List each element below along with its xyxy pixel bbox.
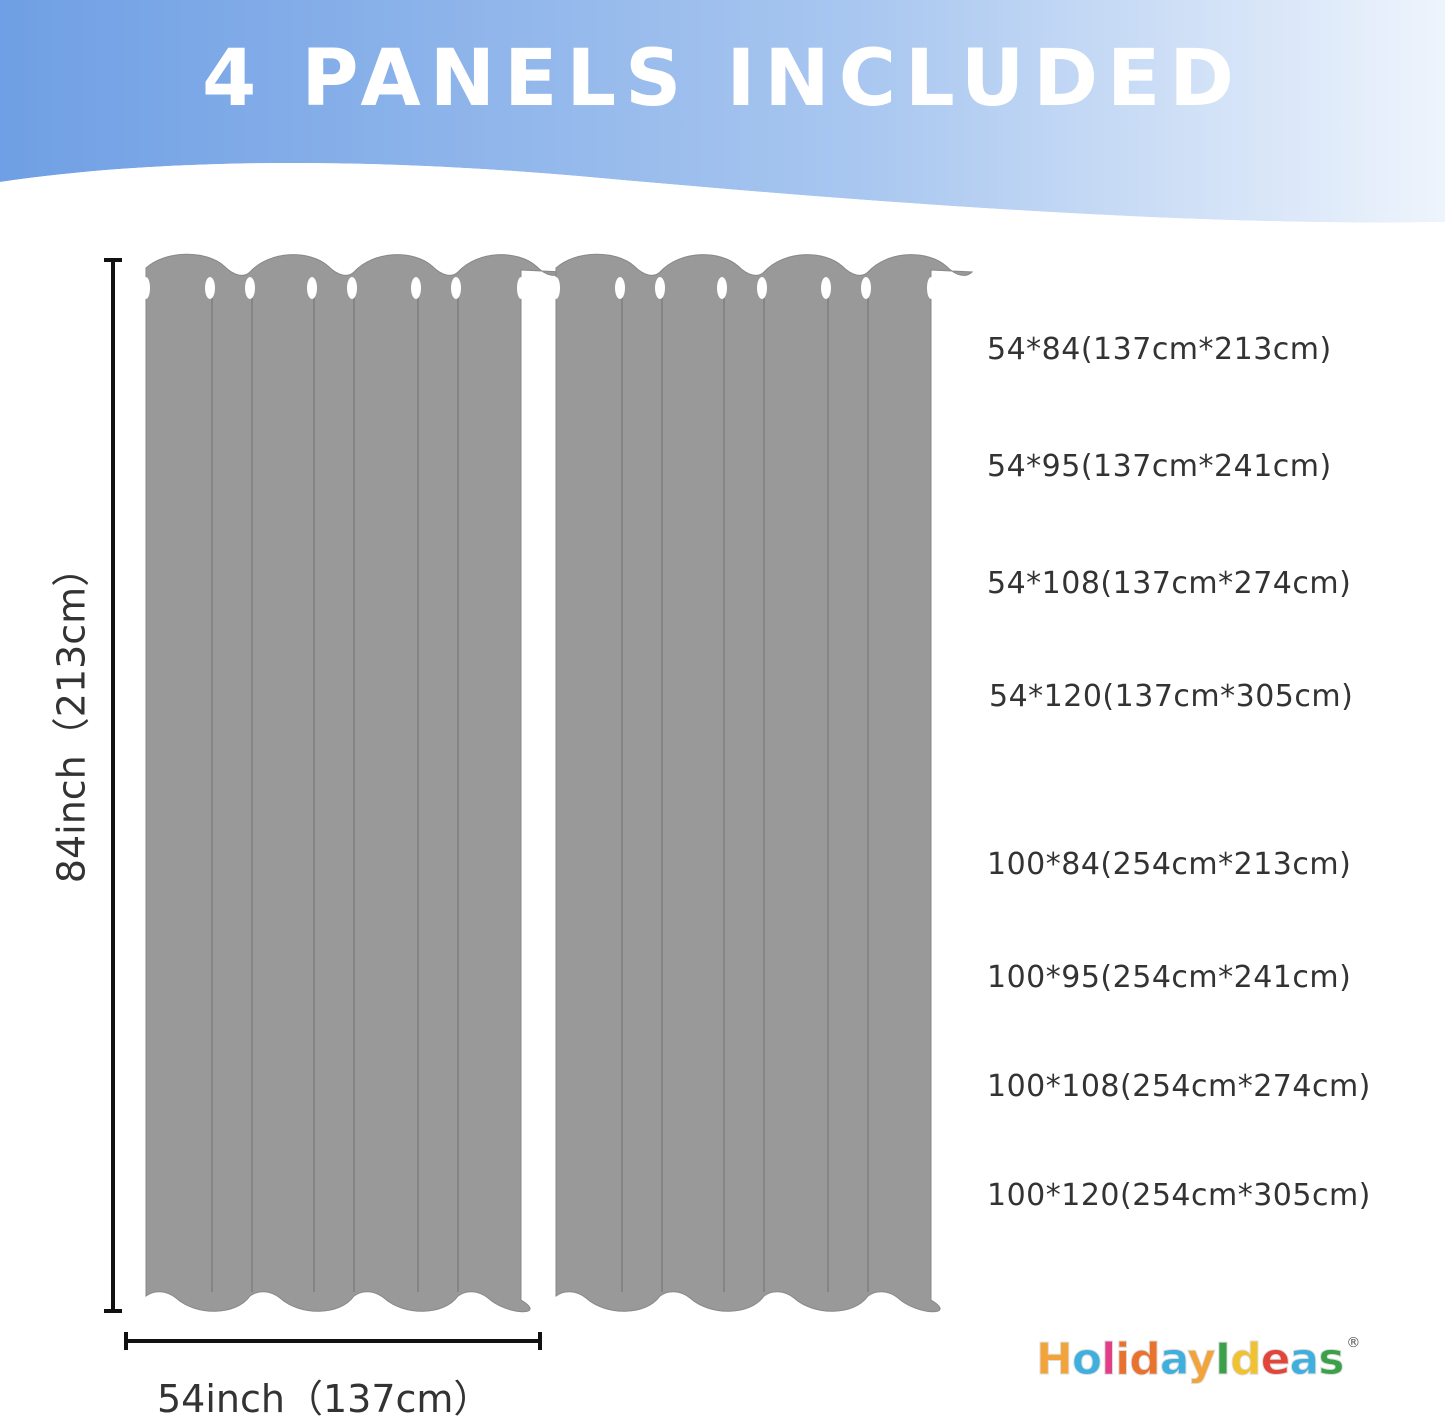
size-option: 54*108(137cm*274cm) (987, 566, 1352, 601)
grommet (307, 277, 317, 299)
width-dimension-line (124, 1332, 542, 1350)
grommet (655, 277, 665, 299)
grommet (757, 277, 767, 299)
page-title: 4 PANELS INCLUDED (202, 34, 1243, 124)
size-option: 100*95(254cm*241cm) (987, 960, 1352, 995)
size-option: 54*95(137cm*241cm) (987, 449, 1332, 484)
registered-mark: ® (1346, 1335, 1361, 1351)
width-label: 54inch（137cm） (157, 1377, 492, 1421)
grommet (411, 277, 421, 299)
height-label: 84inch（213cm） (49, 548, 94, 884)
grommet (552, 277, 560, 299)
grommet (615, 277, 625, 299)
brand-block: HolidayIdeas ® (1036, 1334, 1361, 1385)
curtain-panel (142, 253, 564, 1313)
header-banner (0, 0, 1445, 230)
grommet (861, 277, 871, 299)
size-option: 100*108(254cm*274cm) (987, 1069, 1371, 1104)
grommet (245, 277, 255, 299)
grommet (927, 277, 935, 299)
grommet (347, 277, 357, 299)
grommet (205, 277, 215, 299)
grommet (142, 277, 150, 299)
size-option: 100*120(254cm*305cm) (987, 1178, 1371, 1213)
grommet (717, 277, 727, 299)
size-option: 54*84(137cm*213cm) (987, 332, 1332, 367)
curtain-panel (552, 253, 974, 1313)
grommet (451, 277, 461, 299)
grommet (821, 277, 831, 299)
grommet (517, 277, 525, 299)
size-option: 100*84(254cm*213cm) (987, 847, 1352, 882)
size-option: 54*120(137cm*305cm) (989, 679, 1354, 714)
height-dimension-line (104, 258, 122, 1313)
brand-logo: HolidayIdeas (1036, 1334, 1345, 1385)
